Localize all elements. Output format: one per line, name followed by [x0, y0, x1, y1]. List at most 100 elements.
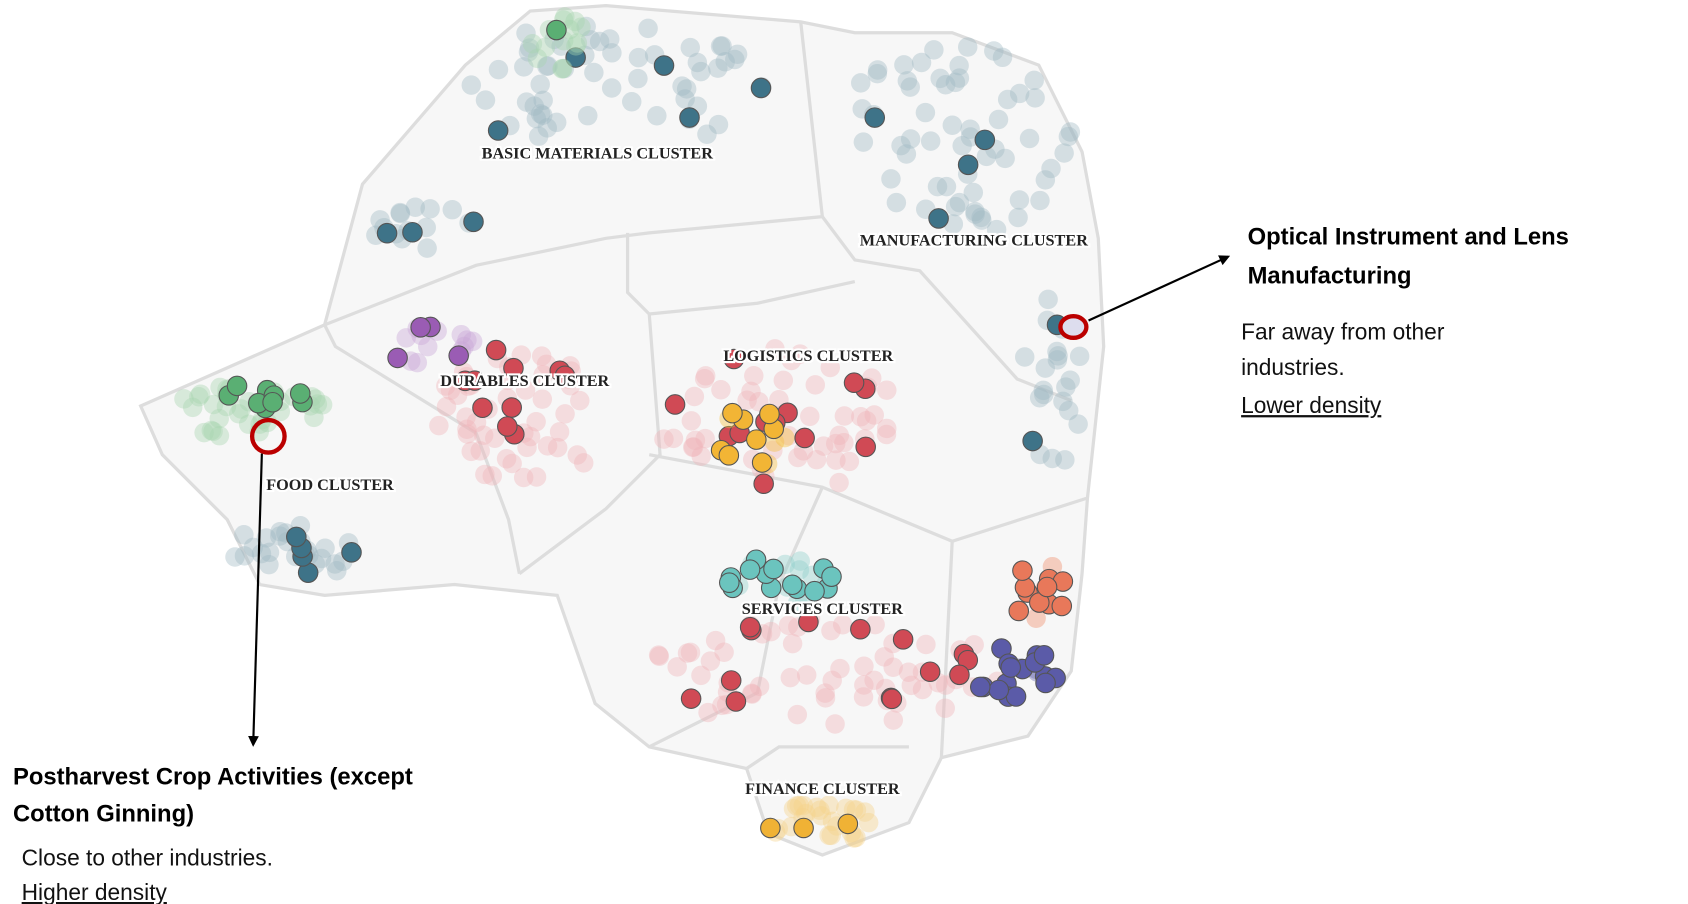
industry-dots — [174, 7, 1090, 848]
industry-dot — [960, 119, 980, 139]
industry-dot — [821, 620, 841, 641]
industry-dot — [992, 47, 1013, 68]
industry-dot — [810, 800, 830, 820]
industry-dot — [225, 547, 245, 567]
cluster-labels: BASIC MATERIALS CLUSTER MANUFACTURING CL… — [264, 143, 1090, 800]
industry-dot — [691, 61, 711, 82]
industry-dot — [836, 798, 856, 819]
industry-dot — [881, 169, 901, 189]
industry-dot — [487, 120, 509, 141]
industry-dot — [874, 647, 894, 667]
cluster-label: BASIC MATERIALS CLUSTER — [482, 145, 714, 163]
industry-dot — [462, 331, 483, 352]
industry-dot — [851, 73, 871, 93]
cluster-regions — [138, 4, 1106, 857]
industry-dot — [698, 702, 718, 723]
industry-dot — [376, 222, 398, 244]
industry-dot — [945, 196, 966, 217]
industry-dot — [226, 375, 248, 397]
annotation-emphasis: Lower density — [1241, 392, 1382, 418]
industry-dot — [920, 131, 941, 151]
industry-dot — [526, 108, 547, 129]
industry-dot — [963, 182, 984, 203]
industry-dot — [936, 176, 957, 197]
industry-dot — [741, 381, 761, 402]
industry-dot — [547, 437, 568, 458]
industry-dot — [988, 679, 1010, 701]
industry-dot — [325, 554, 345, 574]
industry-dot — [584, 62, 604, 83]
industry-dot — [711, 380, 731, 400]
industry-dot — [957, 154, 979, 176]
industry-dot — [457, 424, 478, 444]
industry-dot — [804, 580, 825, 602]
industry-dot — [565, 11, 585, 32]
industry-dot — [552, 59, 572, 79]
industry-dot — [209, 408, 229, 429]
industry-dot — [837, 813, 859, 835]
industry-dot — [1035, 358, 1056, 378]
cluster-label: LOGISTICS CLUSTER — [723, 347, 893, 365]
industry-dot — [687, 52, 708, 73]
industry-dot — [813, 436, 834, 456]
highlight-ring — [1058, 314, 1089, 341]
industry-dot — [894, 55, 914, 75]
industry-dot — [897, 71, 918, 91]
industry-dot — [203, 394, 224, 415]
industry-dot — [749, 676, 770, 697]
industry-dot — [472, 397, 493, 419]
industry-dot — [826, 450, 846, 470]
industry-dot — [911, 52, 932, 73]
industry-dot — [649, 646, 670, 667]
industry-dot — [700, 651, 721, 671]
industry-dot — [695, 366, 716, 386]
industry-dot — [262, 391, 283, 413]
industry-dot — [526, 412, 546, 432]
industry-dot — [1047, 341, 1067, 362]
industry-dot — [800, 406, 820, 427]
industry-dot — [436, 376, 456, 396]
industry-dot — [667, 657, 687, 677]
annotation-text: Far away from other — [1241, 319, 1445, 345]
industry-dot — [988, 109, 1009, 130]
industry-dot — [461, 75, 482, 95]
industry-dot — [1038, 289, 1058, 310]
industry-dot — [488, 59, 509, 80]
industry-dot — [997, 89, 1018, 110]
industry-dot — [516, 92, 537, 112]
industry-dot — [694, 368, 715, 389]
industry-dot — [312, 395, 333, 415]
industry-dot — [1048, 346, 1068, 366]
industry-dot — [1058, 400, 1079, 421]
industry-dot — [1024, 70, 1044, 91]
industry-dot — [190, 384, 211, 405]
industry-dot — [600, 29, 620, 49]
industry-dot — [825, 714, 845, 734]
industry-dot — [676, 79, 697, 99]
industry-dot — [1019, 128, 1040, 149]
industry-dot — [1053, 391, 1073, 412]
annotation-text: Close to other industries. — [22, 844, 273, 870]
industry-dot — [901, 675, 922, 696]
industry-dot — [203, 421, 223, 442]
cluster-label: DURABLES CLUSTER — [440, 372, 609, 390]
industry-dot — [679, 107, 700, 128]
industry-dot — [739, 559, 761, 580]
annotation-title: Postharvest Crop Activities (except — [13, 764, 413, 791]
industry-dot — [496, 449, 517, 469]
industry-dot — [898, 662, 919, 682]
industry-dot — [546, 112, 567, 133]
industry-dot — [759, 403, 780, 425]
industry-dot — [900, 77, 920, 97]
industry-dot — [1008, 207, 1028, 228]
industry-dot — [854, 675, 874, 695]
industry-dot — [571, 17, 591, 38]
industry-dot — [533, 105, 553, 126]
cluster-label: FOOD CLUSTER — [266, 476, 394, 494]
industry-dot — [1060, 370, 1080, 391]
industry-dot — [531, 346, 552, 366]
industry-dot — [725, 49, 745, 70]
industry-dot — [502, 453, 522, 474]
industry-dot — [475, 90, 496, 110]
industry-dot — [855, 436, 876, 458]
